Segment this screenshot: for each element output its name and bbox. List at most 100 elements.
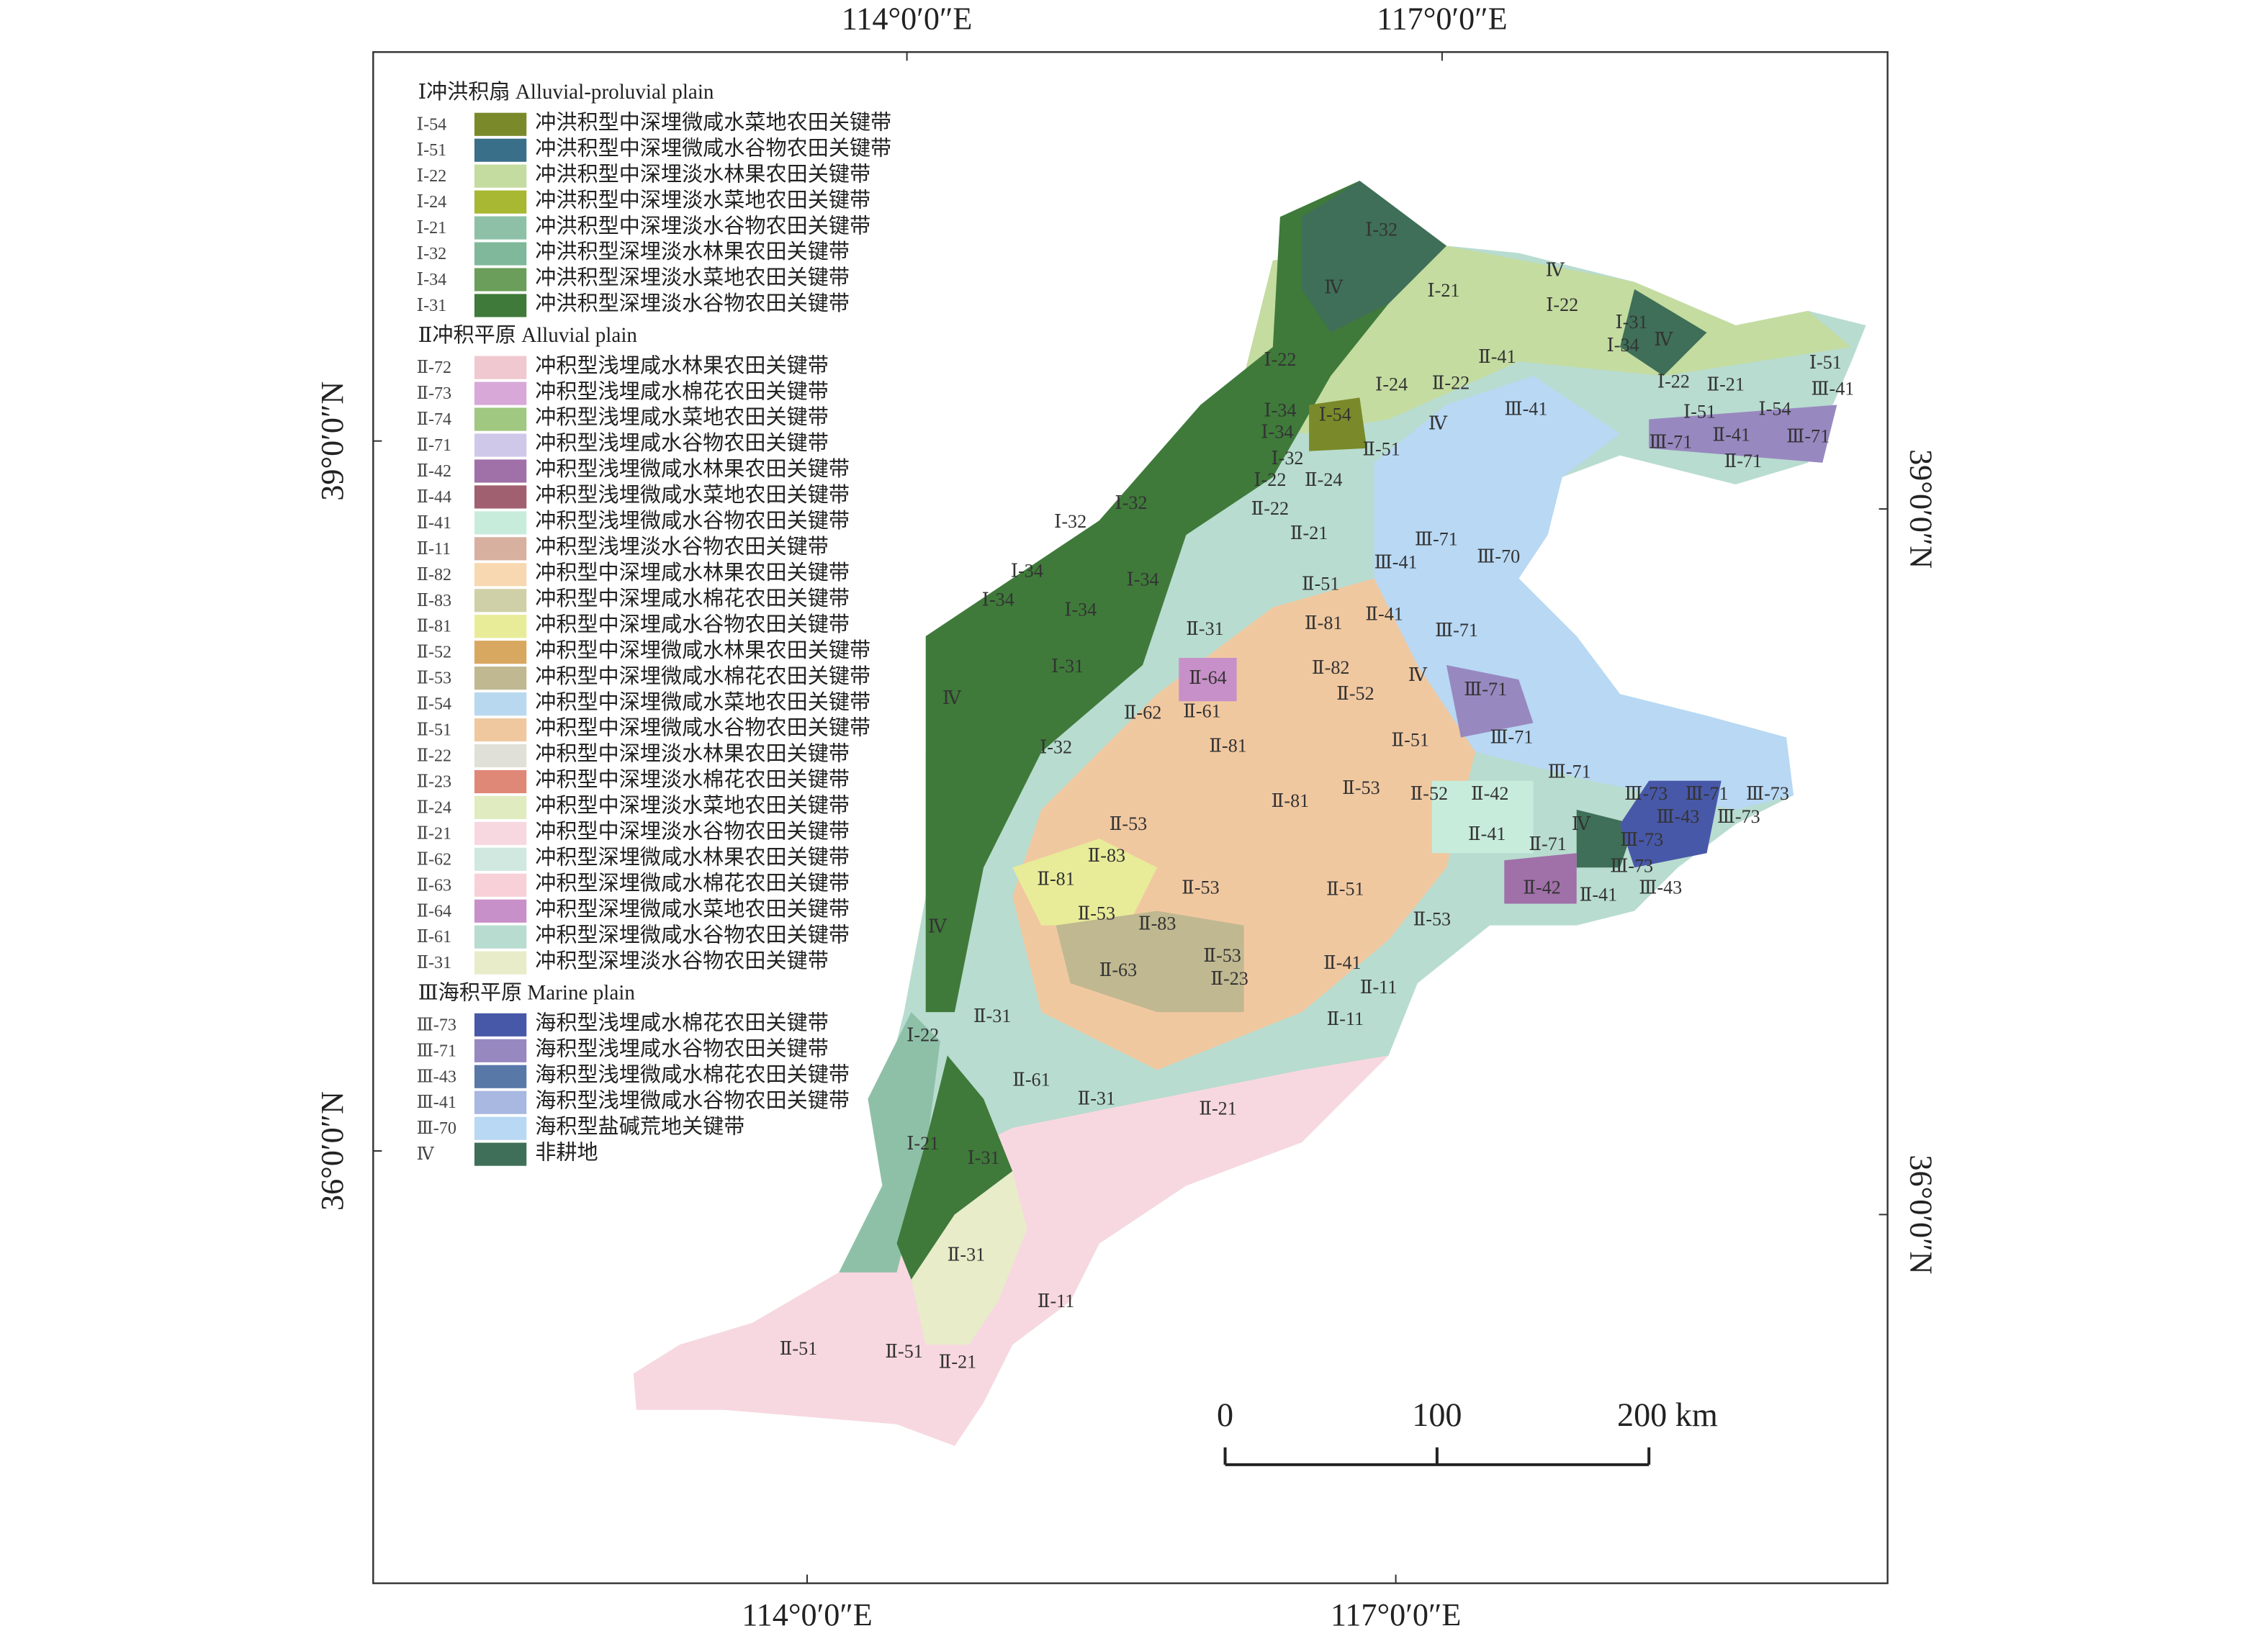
region-label: Ⅱ-81 <box>1209 736 1247 756</box>
legend-label: 冲积型中深埋微咸水棉花农田关键带 <box>535 664 870 688</box>
region <box>911 1171 1027 1345</box>
legend-code: Ⅱ-24 <box>417 798 452 817</box>
legend-label: 冲洪积型中深埋淡水林果农田关键带 <box>535 162 870 186</box>
region-label: Ⅱ-53 <box>1413 909 1452 930</box>
region-label: Ⅲ-71 <box>1548 762 1591 782</box>
region-label: Ⅰ-24 <box>1375 374 1408 394</box>
legend-code: Ⅰ-54 <box>417 115 447 134</box>
region <box>1302 181 1446 333</box>
region-label: Ⅱ-41 <box>1323 952 1362 973</box>
legend-label: 冲洪积型深埋淡水谷物农田关键带 <box>535 292 850 315</box>
region-label: Ⅲ-41 <box>1811 378 1854 399</box>
legend-label: 冲积型深埋微咸水谷物农田关键带 <box>535 923 850 947</box>
legend-swatch <box>474 356 527 379</box>
legend-label: 海积型浅埋咸水谷物农田关键带 <box>535 1036 829 1060</box>
region-label: Ⅲ-43 <box>1656 806 1699 827</box>
coord-label: 39°0′0″N <box>315 381 350 501</box>
region-label: Ⅲ-43 <box>1639 877 1682 898</box>
legend-label: 海积型浅埋微咸水谷物农田关键带 <box>535 1088 850 1112</box>
legend-code: Ⅱ-52 <box>417 643 452 662</box>
region-label: Ⅰ-31 <box>1616 312 1648 333</box>
region-label: Ⅰ-34 <box>982 590 1014 610</box>
region-label: Ⅱ-71 <box>1724 451 1762 471</box>
region-label: Ⅲ-73 <box>1620 829 1663 850</box>
region-label: Ⅱ-31 <box>1186 618 1224 639</box>
legend-label: 冲洪积型中深埋淡水谷物农田关键带 <box>535 214 870 238</box>
region-label: Ⅱ-53 <box>1342 777 1380 798</box>
legend-label: 冲积型中深埋淡水谷物农田关键带 <box>535 820 850 844</box>
legend-label: 冲洪积型深埋淡水林果农田关键带 <box>535 240 850 263</box>
legend-code: Ⅰ-21 <box>417 219 447 238</box>
legend-group-title: Ⅲ海积平原 Marine plain <box>418 980 636 1004</box>
region-label: Ⅱ-62 <box>1124 702 1162 723</box>
region-label: Ⅳ <box>1572 813 1591 834</box>
region-label: Ⅰ-22 <box>1264 349 1296 370</box>
region-label: Ⅰ-32 <box>1271 448 1303 469</box>
scale-bar: 0 100 200 km <box>1217 1396 1718 1466</box>
legend-code: Ⅲ-41 <box>417 1093 456 1112</box>
region-label: Ⅰ-32 <box>1040 737 1072 758</box>
legend-swatch <box>474 769 527 794</box>
region-label: Ⅱ-22 <box>1432 372 1470 393</box>
region-label: Ⅱ-51 <box>1326 878 1364 899</box>
region-label: Ⅲ-71 <box>1415 528 1458 549</box>
legend-label: 冲积型中深埋微咸水林果农田关键带 <box>535 638 870 662</box>
legend-swatch <box>474 641 527 664</box>
legend-label: 冲洪积型中深埋微咸水谷物农田关键带 <box>535 136 891 160</box>
legend-code: Ⅰ-24 <box>417 193 447 212</box>
region-label: Ⅱ-64 <box>1189 667 1227 688</box>
legend-swatch <box>474 537 527 561</box>
region-label: Ⅱ-24 <box>1305 469 1343 490</box>
legend-code: Ⅱ-71 <box>417 436 452 455</box>
legend-label: 冲积型深埋微咸水棉花农田关键带 <box>535 871 850 895</box>
region-label: Ⅱ-11 <box>1327 1008 1364 1029</box>
legend-swatch <box>474 667 527 690</box>
region-label: Ⅰ-31 <box>968 1147 1000 1168</box>
region-label: Ⅲ-73 <box>1610 855 1653 876</box>
region-label: Ⅱ-51 <box>780 1338 818 1359</box>
legend-label: 冲积型浅埋微咸水谷物农田关键带 <box>535 509 850 533</box>
region-label: Ⅱ-53 <box>1077 903 1115 924</box>
region-label: Ⅲ-73 <box>1717 806 1760 827</box>
coord-label: 117°0′0″E <box>1331 1597 1462 1632</box>
region-label: Ⅱ-53 <box>1203 945 1241 966</box>
scale-label: 100 <box>1412 1396 1462 1433</box>
region-label: Ⅱ-81 <box>1305 613 1343 633</box>
legend-label: 冲积型深埋微咸水菜地农田关键带 <box>535 897 850 921</box>
region <box>1309 397 1367 451</box>
region-label: Ⅱ-53 <box>1182 877 1220 898</box>
region-label: Ⅱ-52 <box>1410 783 1449 804</box>
region-label: Ⅲ-73 <box>1746 783 1789 804</box>
legend-label: 冲洪积型深埋淡水菜地农田关键带 <box>535 266 850 289</box>
legend-swatch <box>474 511 527 535</box>
legend-group-title: Ⅰ冲洪积扇 Alluvial-proluvial plain <box>418 80 714 104</box>
legend-swatch <box>474 847 527 871</box>
legend-label: 冲积型浅埋咸水林果农田关键带 <box>535 353 829 377</box>
legend-label: 冲积型浅埋微咸水菜地农田关键带 <box>535 483 850 507</box>
region-label: Ⅳ <box>1428 413 1448 434</box>
legend-swatch <box>474 821 527 845</box>
legend-code: Ⅲ-73 <box>417 1016 456 1034</box>
legend-swatch <box>474 718 527 742</box>
coord-label: 114°0′0″E <box>742 1597 873 1632</box>
region-label: Ⅱ-23 <box>1210 968 1248 989</box>
region <box>1431 780 1534 854</box>
region-label: Ⅲ-71 <box>1786 426 1830 447</box>
region-label: Ⅰ-34 <box>1261 422 1293 443</box>
legend-swatch <box>474 589 527 613</box>
legend-swatch <box>474 242 527 266</box>
region-label: Ⅱ-31 <box>948 1245 986 1265</box>
region-label: Ⅱ-61 <box>1012 1070 1050 1090</box>
legend: Ⅰ冲洪积扇 Alluvial-proluvial plain Ⅰ-54 冲洪积型中深… <box>417 80 891 1166</box>
region <box>896 1055 1013 1280</box>
legend-code: Ⅰ-34 <box>417 271 447 289</box>
region-label: Ⅱ-61 <box>1183 700 1221 721</box>
legend-label: 冲积型中深埋淡水林果农田关键带 <box>535 742 850 766</box>
legend-code: Ⅱ-23 <box>417 772 452 791</box>
legend-code: Ⅱ-21 <box>417 824 452 843</box>
legend-swatch <box>474 294 527 317</box>
region-label: Ⅰ-22 <box>1254 469 1286 490</box>
region-label: Ⅰ-22 <box>1546 294 1578 315</box>
